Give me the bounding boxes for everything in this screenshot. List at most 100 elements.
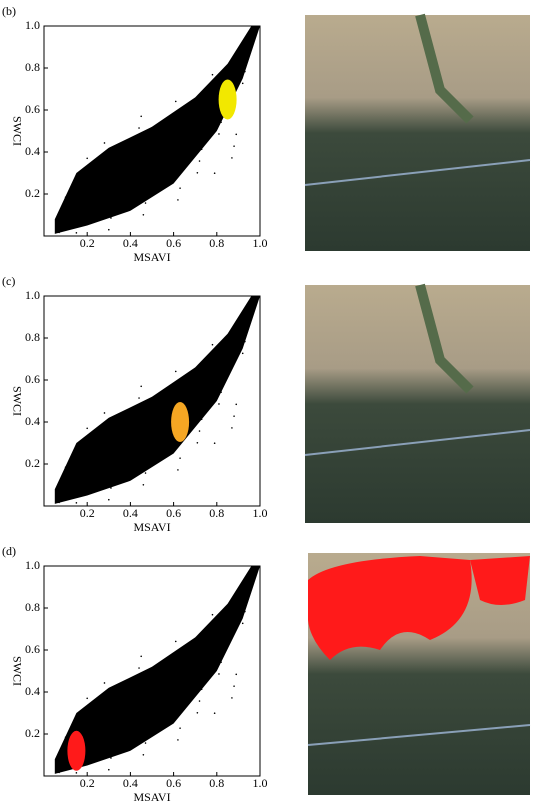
scatter-dot bbox=[241, 622, 244, 625]
x-tick-label: 1.0 bbox=[253, 776, 268, 790]
scatter-dot bbox=[144, 742, 147, 744]
y-tick-label: 0.8 bbox=[25, 330, 40, 344]
scatter-dot bbox=[162, 186, 164, 189]
scatter-dot bbox=[190, 112, 192, 115]
scatter-dot bbox=[127, 741, 130, 744]
x-tick-label: 0.2 bbox=[80, 236, 95, 250]
highlight-cluster bbox=[171, 402, 190, 442]
scatter-dot bbox=[185, 676, 188, 678]
scatter-dot bbox=[224, 367, 227, 370]
scatter-dot bbox=[200, 688, 203, 691]
scatter-dot bbox=[151, 691, 153, 693]
scatter-dot bbox=[179, 187, 181, 189]
scatter-dot bbox=[92, 216, 95, 219]
scatter-dot bbox=[153, 679, 155, 682]
plot-frame bbox=[43, 25, 261, 237]
plot-frame bbox=[43, 295, 261, 507]
scatter-dot bbox=[196, 711, 199, 714]
scatter-dot bbox=[218, 673, 220, 675]
scatter-dot bbox=[151, 151, 153, 153]
scatter-dot bbox=[64, 736, 67, 738]
scatter-dot bbox=[187, 394, 190, 397]
scatter-dot bbox=[84, 709, 86, 711]
y-tick-label: 0.4 bbox=[25, 144, 40, 158]
point-cloud bbox=[54, 296, 260, 504]
scatter-dot bbox=[144, 472, 147, 474]
x-tick-label: 0.8 bbox=[209, 776, 224, 790]
scatter-dot bbox=[99, 451, 101, 454]
scatter-dot bbox=[209, 625, 212, 628]
scatter-dot bbox=[190, 652, 192, 655]
scatter-dot bbox=[140, 115, 142, 118]
scatter-dot bbox=[116, 706, 119, 708]
x-tick-label: 0.4 bbox=[123, 776, 138, 790]
x-axis-label: MSAVI bbox=[133, 250, 170, 264]
scatter-dot bbox=[166, 433, 168, 435]
scatter-dot bbox=[235, 403, 238, 406]
x-tick-label: 0.8 bbox=[209, 236, 224, 250]
scatter-dot bbox=[108, 228, 110, 231]
scatter-dot bbox=[97, 733, 99, 735]
scatter-dot bbox=[60, 489, 63, 492]
image-d bbox=[307, 553, 531, 795]
scatter-dot bbox=[174, 640, 177, 643]
scatter-dot bbox=[211, 73, 214, 76]
scatter-dot bbox=[155, 667, 158, 670]
panel-label: (d) bbox=[2, 544, 16, 558]
scatter-dot bbox=[233, 415, 235, 417]
scatter-dot bbox=[172, 112, 175, 114]
scatter-dot bbox=[62, 478, 65, 480]
scatter-dot bbox=[95, 744, 97, 747]
scatter-dot bbox=[118, 424, 121, 426]
x-tick-label: 0.6 bbox=[166, 506, 181, 520]
scatter-dot bbox=[166, 163, 168, 165]
scatter-dot bbox=[84, 169, 86, 171]
scatter-dot bbox=[110, 757, 112, 759]
y-axis-label: SWCI bbox=[10, 116, 24, 146]
scatter-dot bbox=[144, 202, 147, 204]
highlight-cluster bbox=[67, 730, 86, 771]
scatter-dot bbox=[155, 397, 158, 400]
scatter-dot bbox=[187, 664, 190, 667]
scatter-dot bbox=[95, 204, 97, 207]
y-tick-label: 1.0 bbox=[25, 18, 40, 32]
y-tick-label: 0.6 bbox=[25, 642, 40, 656]
scatter-dot bbox=[233, 685, 235, 687]
scatter-dot bbox=[58, 501, 60, 504]
scatter-dot bbox=[218, 133, 220, 135]
scatter-dot bbox=[211, 613, 214, 616]
y-tick-label: 0.4 bbox=[25, 684, 40, 698]
scatter-dot bbox=[153, 409, 155, 412]
scatter-dot bbox=[190, 382, 192, 385]
image-b bbox=[304, 13, 531, 251]
scatter-dot bbox=[153, 139, 155, 142]
scatter-dot bbox=[244, 610, 246, 613]
scatter-dot bbox=[86, 157, 88, 160]
y-tick-label: 0.2 bbox=[25, 726, 40, 740]
scatter-dot bbox=[131, 718, 134, 720]
scatter-dot bbox=[211, 343, 214, 346]
scatter-dot bbox=[185, 136, 188, 138]
x-axis-label: MSAVI bbox=[133, 520, 170, 534]
scatter-dot bbox=[166, 703, 168, 705]
scatter-dot bbox=[179, 457, 181, 459]
scatter-dot bbox=[82, 181, 84, 183]
scatter-dot bbox=[82, 451, 84, 453]
scatter-dot bbox=[241, 82, 244, 85]
scatter-dot bbox=[129, 190, 132, 192]
scatter-dot bbox=[218, 403, 220, 405]
scatter-dot bbox=[196, 441, 199, 444]
scatter-dot bbox=[120, 682, 123, 685]
scatter-dot bbox=[138, 127, 140, 129]
scatter-dot bbox=[233, 145, 235, 147]
scatter-dot bbox=[220, 391, 222, 393]
plot-frame bbox=[43, 565, 261, 777]
scatter-dot bbox=[129, 460, 132, 462]
y-tick-label: 1.0 bbox=[25, 558, 40, 572]
scatter-dot bbox=[200, 418, 203, 421]
scatter-dot bbox=[172, 382, 175, 384]
scatter-dot bbox=[133, 706, 136, 709]
scatter-dot bbox=[198, 700, 201, 702]
scatter-dot bbox=[86, 697, 88, 700]
scatter-dot bbox=[110, 217, 112, 219]
